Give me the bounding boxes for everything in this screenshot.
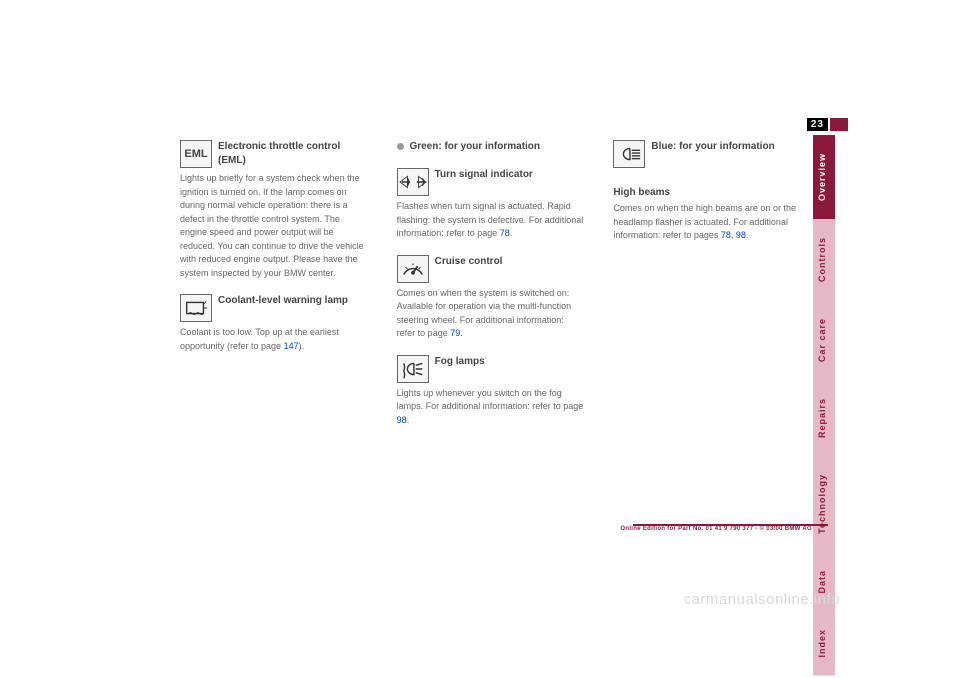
turn-signal-icon	[397, 168, 429, 196]
text-before: Comes on when the high beams are on or t…	[613, 203, 796, 240]
entry-title: Electronic throttle control (EML)	[218, 140, 367, 168]
entry-coolant: Coolant-level warning lamp Coolant is to…	[180, 294, 367, 353]
page-link[interactable]: 79	[450, 328, 460, 338]
entry-text: Coolant is too low. Top up at the earlie…	[180, 326, 367, 353]
page-link[interactable]: 78, 98	[721, 230, 746, 240]
text-after: ).	[299, 341, 305, 351]
tab-controls[interactable]: Controls	[813, 219, 835, 300]
entry-eml: EML Electronic throttle control (EML) Li…	[180, 140, 367, 280]
text-after: .	[510, 228, 513, 238]
entry-highbeams: High beams Comes on when the high beams …	[613, 186, 800, 243]
page-number: 23	[807, 118, 828, 131]
page-link[interactable]: 78	[500, 228, 510, 238]
tab-technology[interactable]: Technology	[813, 456, 835, 552]
text-after: .	[746, 230, 749, 240]
entry-text: Flashes when turn signal is actuated. Ra…	[397, 200, 584, 241]
entry-title: Green: for your information	[409, 141, 540, 152]
text-before: Coolant is too low. Top up at the earlie…	[180, 327, 339, 351]
green-dot-icon	[397, 143, 404, 150]
page-link[interactable]: 147	[284, 341, 299, 351]
column-3: Blue: for your information High beams Co…	[613, 140, 800, 441]
tab-carcare[interactable]: Car care	[813, 300, 835, 380]
entry-text: Comes on when the high beams are on or t…	[613, 202, 800, 243]
entry-title: Turn signal indicator	[435, 168, 584, 182]
text-before: Flashes when turn signal is actuated. Ra…	[397, 201, 584, 238]
page-link[interactable]: 98	[397, 415, 407, 425]
coolant-icon	[180, 294, 212, 322]
tab-overview[interactable]: Overview	[813, 135, 835, 219]
eml-icon: EML	[180, 140, 212, 168]
entry-text: Lights up briefly for a system check whe…	[180, 172, 367, 280]
footer-bar	[633, 524, 828, 526]
entry-fog: Fog lamps Lights up whenever you switch …	[397, 355, 584, 428]
entry-turnsignal: Turn signal indicator Flashes when turn …	[397, 168, 584, 241]
high-beam-icon	[613, 140, 645, 168]
cruise-control-icon	[397, 255, 429, 283]
text-after: .	[460, 328, 463, 338]
entry-title: High beams	[613, 186, 800, 200]
column-1: EML Electronic throttle control (EML) Li…	[180, 140, 367, 441]
text-after: .	[407, 415, 410, 425]
column-2: Green: for your information Turn signal …	[397, 140, 584, 441]
main-content: EML Electronic throttle control (EML) Li…	[180, 140, 800, 441]
text-before: Lights up whenever you switch on the fog…	[397, 388, 584, 412]
entry-blue-header: Blue: for your information	[613, 140, 800, 172]
footer-text: Online Edition for Part No. 01 41 9 790 …	[620, 526, 812, 532]
entry-title: Coolant-level warning lamp	[218, 294, 367, 308]
tab-repairs[interactable]: Repairs	[813, 380, 835, 456]
entry-title: Cruise control	[435, 255, 584, 269]
entry-title: Blue: for your information	[651, 140, 800, 154]
entry-green-header: Green: for your information	[397, 140, 584, 154]
entry-text: Comes on when the system is switched on:…	[397, 287, 584, 341]
entry-title: Fog lamps	[435, 355, 584, 369]
entry-text: Lights up whenever you switch on the fog…	[397, 387, 584, 428]
watermark: carmanualsonline.info	[684, 591, 840, 608]
fog-lamp-icon	[397, 355, 429, 383]
entry-cruise: Cruise control Comes on when the system …	[397, 255, 584, 341]
tab-index[interactable]: Index	[813, 611, 835, 676]
text-before: Comes on when the system is switched on:…	[397, 288, 571, 339]
